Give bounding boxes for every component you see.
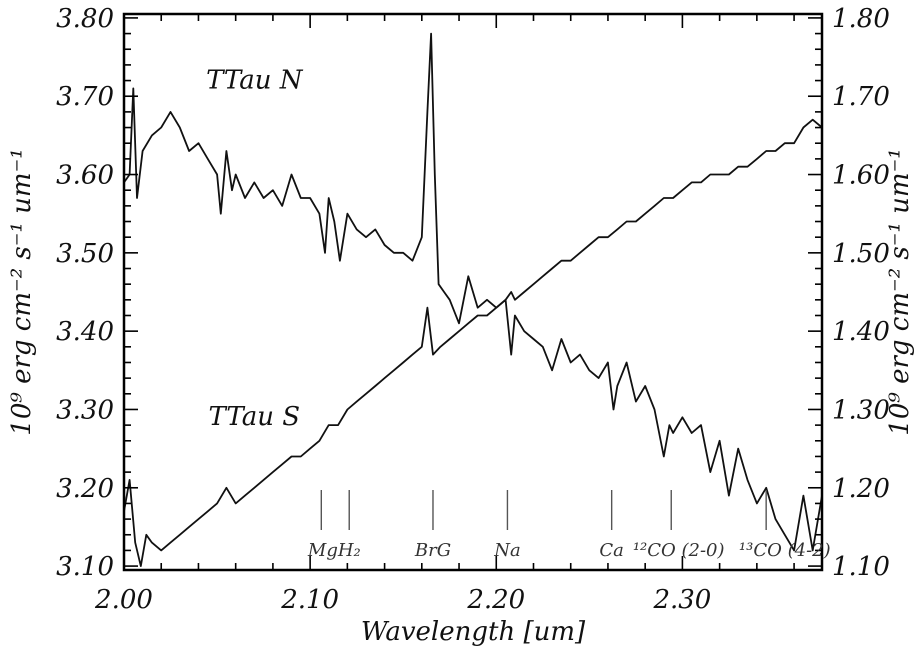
y-left-tick-label: 3.80 [56, 4, 114, 34]
line-marker-label: ¹²CO (2-0) [633, 540, 725, 561]
y-right-tick-label: 1.30 [832, 395, 890, 425]
y-left-tick-label: 3.70 [56, 82, 114, 112]
y-axis-title-right: 10⁹ erg cm⁻² s⁻¹ um⁻¹ [885, 148, 915, 435]
y-left-tick-label: 3.40 [56, 317, 114, 347]
tick-layer [123, 14, 822, 570]
series-annotation: TTau N [206, 65, 304, 95]
y-left-tick-label: 3.50 [56, 239, 114, 269]
y-right-tick-label: 1.40 [832, 317, 890, 347]
y-right-tick-label: 1.20 [832, 474, 890, 504]
x-tick-label: 2.20 [466, 585, 525, 615]
y-right-tick-label: 1.10 [832, 552, 890, 582]
series-line-ttau-n [123, 32, 823, 552]
series-line-ttau-s [123, 118, 823, 567]
label-layer: 2.00 2.10 2.20 2.30 3.10 3.20 3.30 3.40 3.50 3.60… [56, 4, 890, 615]
x-tick-label: 2.00 [94, 585, 153, 615]
line-marker-label: Na [493, 540, 520, 561]
line-marker-layer [320, 490, 767, 530]
y-right-tick-label: 1.60 [832, 161, 890, 191]
x-axis-title: Wavelength [um] [361, 617, 586, 647]
line-marker-label: MgH₂ [307, 540, 361, 561]
series-annotation: TTau S [209, 402, 300, 432]
y-left-tick-label: 3.60 [56, 161, 114, 191]
y-left-tick-label: 3.10 [56, 552, 114, 582]
y-left-tick-label: 3.30 [56, 395, 114, 425]
line-marker-label: BrG [414, 540, 451, 561]
line-marker-label: Ca [599, 540, 624, 561]
line-marker-label: ¹³CO (4-2) [739, 540, 831, 561]
x-tick-label: 2.10 [280, 585, 339, 615]
y-axis-title-left: 10⁹ erg cm⁻² s⁻¹ um⁻¹ [7, 148, 37, 435]
y-right-tick-label: 1.80 [832, 4, 890, 34]
series-layer [123, 32, 823, 567]
y-right-tick-label: 1.50 [832, 239, 890, 269]
y-right-tick-label: 1.70 [832, 82, 890, 112]
y-left-tick-label: 3.20 [56, 474, 114, 504]
plot-frame [122, 12, 824, 572]
x-tick-label: 2.30 [652, 585, 711, 615]
